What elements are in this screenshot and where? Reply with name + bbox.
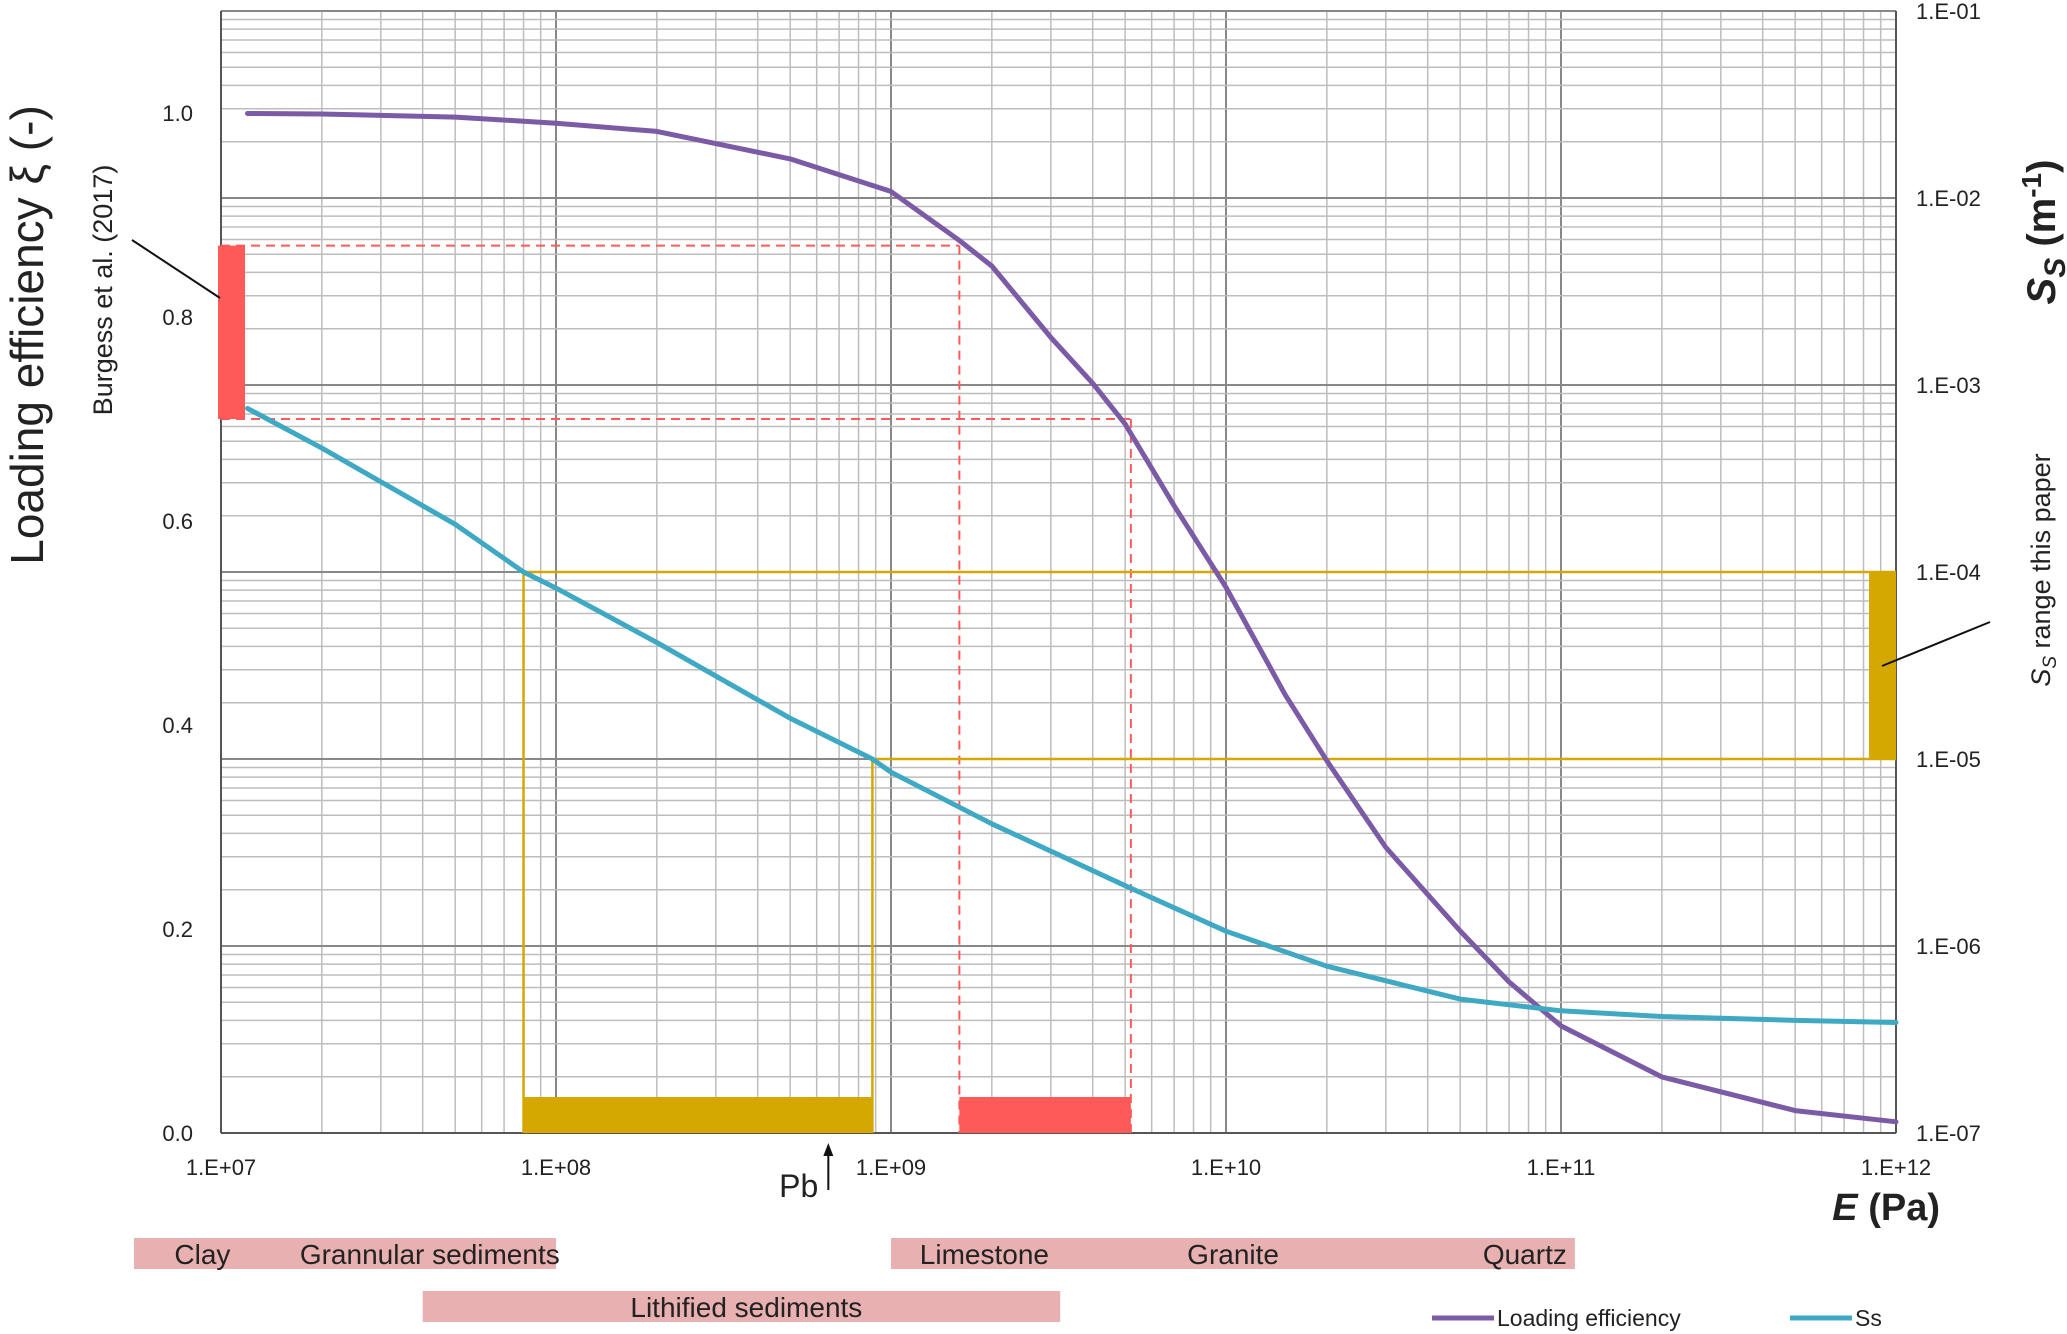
burgess-e-range-bar xyxy=(959,1097,1131,1133)
material-band-label: Granite xyxy=(1187,1239,1279,1270)
ss-e-range-bar xyxy=(523,1097,873,1133)
y-left-tick-label: 0.4 xyxy=(162,713,193,738)
y-left-tick-label: 0.8 xyxy=(162,305,193,330)
x-tick-label: 1.E+11 xyxy=(1527,1155,1596,1180)
pb-arrow-head xyxy=(823,1143,834,1156)
material-band-label: Limestone xyxy=(920,1239,1049,1270)
y-left-tick-label: 0.0 xyxy=(162,1121,193,1146)
material-band-label: Grannular sediments xyxy=(300,1239,560,1270)
y-left-tick-label: 0.2 xyxy=(162,917,193,942)
x-axis-title: E (Pa) xyxy=(1832,1187,1940,1229)
pb-label: Pb xyxy=(779,1168,818,1204)
ss-leader-line xyxy=(1881,621,1991,667)
material-band-label: Quartz xyxy=(1483,1239,1567,1270)
loading-efficiency-line xyxy=(245,111,1899,1125)
ss-range-label: SS range this paper xyxy=(2026,453,2061,686)
legend-label: Loading efficiency xyxy=(1497,1305,1681,1331)
x-tick-label: 1.E+08 xyxy=(521,1155,591,1180)
burgess-leader-line xyxy=(131,239,221,299)
x-tick-label: 1.E+12 xyxy=(1861,1155,1931,1180)
y-right-tick-label: 1.E-04 xyxy=(1916,560,1981,585)
y-right-axis-title: SS (m-1) xyxy=(2016,160,2067,305)
material-band-label: Lithified sediments xyxy=(630,1292,862,1323)
x-tick-label: 1.E+10 xyxy=(1191,1155,1261,1180)
material-band-label: Clay xyxy=(174,1239,230,1270)
x-tick-label: 1.E+07 xyxy=(186,1155,256,1180)
material-band xyxy=(134,1238,557,1269)
legend-label: Ss xyxy=(1855,1305,1882,1331)
y-left-tick-label: 0.6 xyxy=(162,509,193,534)
y-right-tick-label: 1.E-06 xyxy=(1916,934,1981,959)
y-right-tick-label: 1.E-05 xyxy=(1916,747,1981,772)
legend: Loading efficiency Ss xyxy=(1432,1305,1882,1331)
x-tick-label: 1.E+09 xyxy=(856,1155,926,1180)
y-left-axis-title: Loading efficiency ξ (-) xyxy=(1,105,53,565)
y-left-tick-label: 1.0 xyxy=(162,101,193,126)
y-right-tick-label: 1.E-07 xyxy=(1916,1121,1981,1146)
ss-line xyxy=(245,405,1899,1025)
y-right-tick-label: 1.E-02 xyxy=(1916,186,1981,211)
y-right-tick-label: 1.E-01 xyxy=(1916,0,1981,24)
y-right-tick-label: 1.E-03 xyxy=(1916,373,1981,398)
material-band xyxy=(422,1291,1061,1322)
burgess-range-bar xyxy=(218,245,245,419)
material-band xyxy=(891,1238,1575,1269)
burgess-label: Burgess et al. (2017) xyxy=(88,165,118,416)
